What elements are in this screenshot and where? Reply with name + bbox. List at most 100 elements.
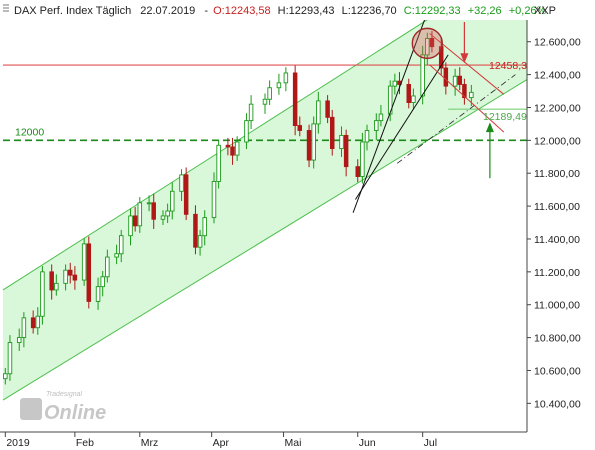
candle-body [406,84,412,103]
candle-body [311,123,316,161]
candle-body [443,67,449,87]
x-tick-label: Apr [213,437,230,449]
annotations: 12458,3 12189,49 12000 10.400,00 10.600,00 10… [0,18,581,449]
candle-body [197,235,203,248]
candle-body [262,98,268,105]
candle-body [420,54,425,97]
candle-body [392,80,398,87]
candle-body [452,75,458,87]
candle-body [267,87,272,100]
candle-body [95,286,101,302]
candle-body [244,120,249,143]
drag-handle-icon[interactable] [3,4,9,12]
candle-body [360,141,365,177]
candle-body [49,271,54,291]
candle-body [234,141,240,156]
candle-body [54,282,59,291]
x-tick-label: Feb [76,437,94,449]
candle-body [292,72,298,127]
candle-body [137,202,143,227]
candles [3,31,474,385]
round-level-label: 12000 [15,126,44,138]
candle-body [316,100,321,125]
candle-body [118,235,124,255]
candle-body [165,210,170,217]
candle-body [429,37,435,48]
candle-body [355,166,360,177]
header-change: +32,26 [468,5,502,17]
candle-body [339,134,344,150]
candle-body [276,82,282,89]
candle-body [100,276,105,288]
svg-text:DAX Perf. Index Täglich: DAX Perf. Index Täglich 22.07.2019 - O:1… [14,5,547,17]
candle-body [114,253,119,258]
up-arrow-head [485,122,494,133]
y-tick-label: 10.600,00 [534,365,581,377]
candle-body [329,116,335,150]
steep-trend-lower [355,54,449,200]
candle-body [72,274,78,281]
candle-body [16,337,22,343]
x-tick-label: Mrz [141,437,159,449]
y-tick-label: 12.600,00 [534,37,581,49]
candle-body [105,256,110,278]
candle-body [425,37,430,56]
support-label: 12189,49 [483,111,527,123]
candle-body [30,317,36,329]
candle-body [179,174,184,192]
header-date: 22.07.2019 [140,5,195,17]
candle-body [230,146,235,156]
candle-body [378,113,384,122]
y-tick-label: 10.400,00 [534,398,581,410]
candle-body [325,100,330,118]
x-tick-label: 2019 [6,437,30,449]
top-highlight-circle [411,27,444,60]
candle-body [193,213,198,248]
steep-trend-upper [352,18,426,213]
header-high: H:12293,43 [278,5,335,17]
candle-body [297,125,303,131]
candle-body [160,215,166,220]
x-tick-label: Jun [359,437,376,449]
down-channel-lower [429,64,505,133]
watermark-product: Online [44,402,106,424]
candle-body [411,95,416,103]
candle-body [40,271,45,317]
resistance-label: 12458,3 [489,60,527,72]
candle-body [7,342,13,375]
candle-body [67,269,73,276]
y-tick-label: 11.800,00 [534,168,580,180]
candle-body [469,91,474,99]
candle-body [438,46,444,69]
candle-body [63,269,68,284]
header: DAX Perf. Index Täglich 22.07.2019 - O:1… [0,0,595,20]
watermark-brand: Tradesignal [46,391,83,398]
candle-body [3,373,8,380]
y-tick-label: 11.400,00 [534,234,580,246]
channel-lower-line [2,79,528,401]
candle-body [151,202,156,220]
candle-body [146,202,152,205]
x-tick-label: Jul [424,437,437,449]
candle-body [81,243,87,281]
candle-body [202,217,207,237]
x-tick-label: Mai [285,437,302,449]
candle-body [35,315,41,329]
axis-unit: XXP [534,5,556,17]
y-tick-label: 12.200,00 [534,102,581,114]
header-low: L:12236,70 [342,5,397,17]
candle-body [374,120,379,131]
candle-body [128,215,133,237]
y-tick-label: 12.000,00 [534,135,581,147]
down-arrow-head [460,53,469,64]
candle-body [306,130,312,161]
trend-channel-fill [3,0,527,401]
plot-area [2,0,528,401]
candle-body [387,85,393,115]
y-tick-label: 11.000,00 [534,300,580,312]
candle-body [343,134,349,168]
candle-body [211,180,217,219]
watermark: Tradesignal Online [20,391,106,424]
header-change-pct: +0,26% [509,5,547,17]
